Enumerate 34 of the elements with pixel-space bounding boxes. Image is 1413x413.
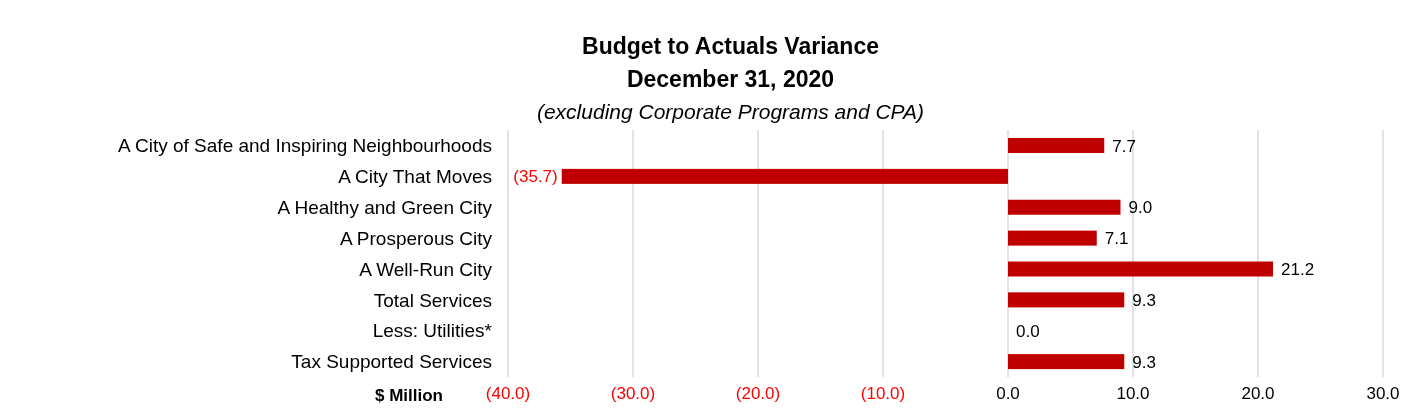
- x-tick-label: (10.0): [860, 384, 906, 403]
- data-label: 0.0: [1016, 321, 1040, 341]
- data-label: 9.3: [1132, 290, 1156, 310]
- y-tick-label: Tax Supported Services: [291, 351, 492, 373]
- x-tick-label: (20.0): [735, 384, 781, 403]
- bar: [1008, 199, 1121, 215]
- x-tick-label: 20.0: [1241, 384, 1275, 403]
- y-tick-label: A Well-Run City: [359, 258, 493, 280]
- bar: [561, 168, 1008, 184]
- x-axis-title: $ Million: [375, 386, 443, 406]
- data-label: 7.1: [1104, 229, 1129, 249]
- bar: [1008, 354, 1125, 370]
- x-tick-label: 30.0: [1366, 384, 1400, 403]
- chart-title: Budget to Actuals Variance December 31, 2020: [581, 32, 880, 94]
- x-tick-label: 10.0: [1116, 384, 1150, 403]
- chart-subtitle: (excluding Corporate Programs and CPA): [535, 99, 926, 125]
- x-tick-label: (30.0): [610, 384, 656, 403]
- bar: [1008, 261, 1273, 277]
- y-tick-label: A City of Safe and Inspiring Neighbourhoods: [118, 135, 492, 157]
- x-tick-label: (40.0): [485, 384, 531, 403]
- data-label: 9.0: [1128, 198, 1153, 218]
- bar: [1008, 292, 1125, 308]
- data-label: 7.7: [1112, 136, 1136, 156]
- y-tick-label: Total Services: [373, 289, 492, 311]
- bar: [1008, 230, 1097, 246]
- x-tick-label: 0.0: [996, 384, 1020, 403]
- y-tick-label: A City That Moves: [338, 166, 492, 188]
- y-tick-label: Less: Utilities*: [372, 320, 493, 342]
- data-label: 9.3: [1132, 352, 1156, 372]
- y-tick-label: A Prosperous City: [339, 227, 493, 249]
- y-tick-label: A Healthy and Green City: [277, 196, 493, 218]
- bar: [1008, 138, 1105, 153]
- data-label: (35.7): [513, 167, 558, 187]
- data-label: 21.2: [1281, 260, 1315, 279]
